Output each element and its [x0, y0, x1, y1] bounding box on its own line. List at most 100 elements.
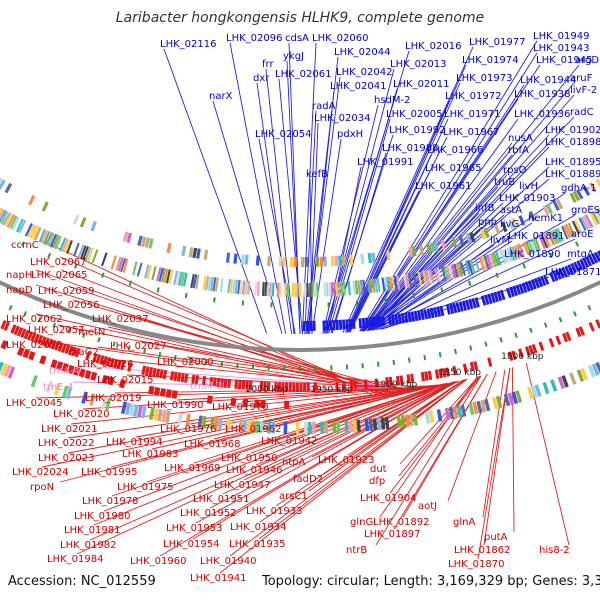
gene-label[interactable]: dfp: [369, 476, 386, 487]
gene-label[interactable]: aroE: [571, 229, 594, 240]
gene-label[interactable]: LHK_01995: [81, 467, 138, 478]
gene-label[interactable]: ntrB: [346, 545, 368, 556]
gene-label[interactable]: glnA: [453, 517, 476, 528]
gene-label[interactable]: LHK_01952: [180, 508, 237, 519]
gene-label[interactable]: LHK_02061: [275, 69, 332, 80]
gene-label[interactable]: frr: [262, 59, 274, 70]
gene-label[interactable]: LHK_02059: [38, 286, 95, 297]
gene-label[interactable]: argD: [575, 55, 600, 66]
gene-label[interactable]: LHK_02023: [38, 453, 95, 464]
gene-label[interactable]: LHK_01960: [130, 556, 187, 567]
gene-label[interactable]: LHK_01897: [364, 529, 421, 540]
gene-label[interactable]: LHK_02058: [6, 340, 63, 351]
gene-label[interactable]: LHK_01992: [389, 125, 446, 136]
gene-label[interactable]: LHK_01988: [382, 143, 439, 154]
gene-label[interactable]: LHK_01990: [147, 400, 204, 411]
gene-label[interactable]: LHK_01871: [545, 267, 600, 278]
gene-label[interactable]: LHK_01974: [462, 55, 519, 66]
gene-label[interactable]: trnE-4: [43, 382, 74, 393]
gene-label[interactable]: mtgA: [567, 249, 594, 260]
gene-label[interactable]: livH: [519, 181, 538, 192]
gene-label[interactable]: livF-2: [570, 85, 598, 96]
gene-label[interactable]: LHK_01978: [82, 496, 139, 507]
gene-label[interactable]: LHK_01968: [184, 439, 241, 450]
gene-label[interactable]: napD: [6, 285, 33, 296]
gene-label[interactable]: aruF: [570, 73, 593, 84]
gene-label[interactable]: LHK_02067: [30, 257, 87, 268]
gene-label[interactable]: LHK_02037: [92, 314, 149, 325]
gene-label[interactable]: arsC1: [279, 491, 308, 502]
gene-label[interactable]: LHK_01981: [64, 525, 121, 536]
gene-label[interactable]: hemK1: [528, 213, 564, 224]
gene-label[interactable]: LHK_02026: [77, 359, 134, 370]
gene-label[interactable]: LHK_02065: [31, 270, 88, 281]
gene-label[interactable]: LHK_01966: [427, 145, 484, 156]
gene-label[interactable]: LHK_01940: [200, 556, 257, 567]
gene-label[interactable]: radA: [312, 101, 336, 112]
gene-label[interactable]: LHK_02056: [43, 300, 100, 311]
gene-label[interactable]: LHK_02005: [386, 109, 443, 120]
gene-label[interactable]: LHK_01902: [545, 125, 600, 136]
gene-label[interactable]: LHK_01891: [508, 231, 565, 242]
gene-label[interactable]: livG: [500, 219, 520, 230]
gene-label[interactable]: LHK_01889: [545, 169, 600, 180]
gene-label[interactable]: LHK_01944: [520, 75, 577, 86]
gene-label[interactable]: livM: [490, 235, 511, 246]
gene-label[interactable]: groES: [571, 205, 600, 216]
gene-label[interactable]: LHK_01980: [74, 511, 131, 522]
gene-label[interactable]: LHK_02096: [226, 33, 283, 44]
gene-label[interactable]: LHK_02034: [314, 113, 371, 124]
gene-label[interactable]: LHK_02000: [157, 357, 214, 368]
gene-label[interactable]: LHK_02027: [110, 341, 167, 352]
gene-label[interactable]: radC: [570, 107, 594, 118]
gene-label[interactable]: LHK_01892: [373, 517, 430, 528]
gene-label[interactable]: draG2: [68, 347, 99, 358]
gene-label[interactable]: LHK_01935: [229, 539, 286, 550]
gene-label[interactable]: LHK_02062: [6, 314, 63, 325]
gene-label[interactable]: LHK_02054: [255, 129, 312, 140]
gene-label[interactable]: LHK_02044: [334, 47, 391, 58]
gene-label[interactable]: LHK_02024: [12, 467, 69, 478]
gene-label[interactable]: LHK_02057: [28, 325, 85, 336]
gene-label[interactable]: LHK_01972: [445, 91, 502, 102]
gene-label[interactable]: LHK_01965: [425, 163, 482, 174]
gene-label[interactable]: LHK_01951: [193, 494, 250, 505]
gene-label[interactable]: aotJ: [418, 501, 438, 512]
gene-label[interactable]: LHK_01923: [318, 455, 375, 466]
gene-label[interactable]: truB: [494, 177, 516, 188]
gene-label[interactable]: his8-2: [539, 545, 570, 556]
gene-label[interactable]: rpoN: [30, 482, 55, 493]
gene-label[interactable]: LHK_01954: [163, 539, 220, 550]
gene-label[interactable]: dxr: [253, 73, 270, 84]
gene-label[interactable]: trnA-4: [49, 366, 80, 377]
gene-label[interactable]: LHK_01982: [60, 540, 117, 551]
gene-label[interactable]: LHK_01971: [444, 109, 501, 120]
gene-label[interactable]: LHK_01942: [261, 436, 318, 447]
gene-label[interactable]: LHK_01961: [415, 181, 472, 192]
gene-label[interactable]: kefB: [306, 169, 328, 180]
gene-label[interactable]: dut: [370, 464, 387, 475]
gene-label[interactable]: LHK_01947: [214, 480, 271, 491]
gene-label[interactable]: LHK_01933: [246, 506, 303, 517]
gene-label[interactable]: LHK_02041: [330, 81, 387, 92]
gene-label[interactable]: LHK_01904: [360, 493, 417, 504]
gene-label[interactable]: LHK_01950: [221, 453, 278, 464]
gene-label[interactable]: LHK_01936: [514, 109, 571, 120]
gene-label[interactable]: putA: [484, 532, 508, 543]
gene-label[interactable]: LHK_02022: [38, 438, 95, 449]
gene-label[interactable]: LHK_01962: [225, 424, 282, 435]
gene-label[interactable]: LHK_01862: [454, 545, 511, 556]
gene-label[interactable]: LHK_01973: [456, 73, 513, 84]
gene-label[interactable]: LHK_01903: [499, 193, 556, 204]
gene-label[interactable]: LHK_01943: [533, 43, 590, 54]
gene-label[interactable]: LHK_01977: [469, 37, 526, 48]
gene-label[interactable]: rpsO: [503, 165, 527, 176]
gene-label[interactable]: LHK_02016: [405, 41, 462, 52]
gene-label[interactable]: glnG: [350, 517, 374, 528]
gene-label[interactable]: LHK_01991: [357, 157, 414, 168]
gene-label[interactable]: LHK_01945: [536, 55, 593, 66]
gene-label[interactable]: LHK_02011: [393, 79, 450, 90]
gene-label[interactable]: LHK_01946: [226, 465, 283, 476]
gene-label[interactable]: LHK_02042: [336, 67, 393, 78]
